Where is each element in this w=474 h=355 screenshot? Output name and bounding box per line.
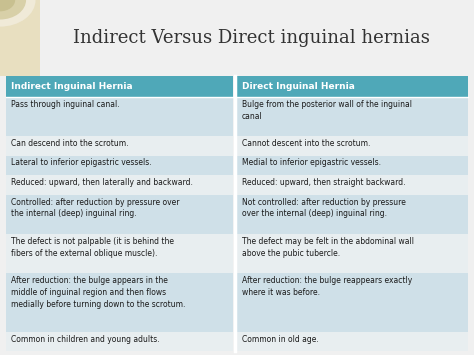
- Text: The defect is not palpable (it is behind the
fibers of the external oblique musc: The defect is not palpable (it is behind…: [11, 237, 174, 258]
- FancyBboxPatch shape: [236, 273, 468, 332]
- FancyBboxPatch shape: [6, 234, 233, 273]
- Text: Reduced: upward, then straight backward.: Reduced: upward, then straight backward.: [242, 178, 405, 187]
- Text: Not controlled: after reduction by pressure
over the internal (deep) inguinal ri: Not controlled: after reduction by press…: [242, 198, 406, 218]
- Wedge shape: [0, 0, 36, 27]
- FancyBboxPatch shape: [236, 155, 468, 175]
- FancyBboxPatch shape: [236, 97, 468, 136]
- Text: Controlled: after reduction by pressure over
the internal (deep) inguinal ring.: Controlled: after reduction by pressure …: [11, 198, 180, 218]
- FancyBboxPatch shape: [236, 195, 468, 234]
- Text: After reduction: the bulge appears in the
middle of inguinal region and then flo: After reduction: the bulge appears in th…: [11, 276, 186, 308]
- FancyBboxPatch shape: [6, 332, 233, 351]
- FancyBboxPatch shape: [236, 136, 468, 155]
- Text: Reduced: upward, then laterally and backward.: Reduced: upward, then laterally and back…: [11, 178, 193, 187]
- Text: Cannot descent into the scrotum.: Cannot descent into the scrotum.: [242, 139, 370, 148]
- FancyBboxPatch shape: [6, 175, 233, 195]
- Text: Direct Inguinal Hernia: Direct Inguinal Hernia: [242, 82, 355, 91]
- Wedge shape: [0, 0, 15, 11]
- Text: Pass through inguinal canal.: Pass through inguinal canal.: [11, 100, 120, 109]
- FancyBboxPatch shape: [236, 175, 468, 195]
- Text: Lateral to inferior epigastric vessels.: Lateral to inferior epigastric vessels.: [11, 158, 152, 168]
- FancyBboxPatch shape: [6, 273, 233, 332]
- Text: Bulge from the posterior wall of the inguinal
canal: Bulge from the posterior wall of the ing…: [242, 100, 412, 121]
- FancyBboxPatch shape: [236, 76, 468, 97]
- FancyBboxPatch shape: [0, 0, 40, 76]
- Text: Can descend into the scrotum.: Can descend into the scrotum.: [11, 139, 129, 148]
- Text: Common in children and young adults.: Common in children and young adults.: [11, 335, 160, 344]
- Text: Medial to inferior epigastric vessels.: Medial to inferior epigastric vessels.: [242, 158, 381, 168]
- FancyBboxPatch shape: [236, 234, 468, 273]
- Text: Indirect Inguinal Hernia: Indirect Inguinal Hernia: [11, 82, 133, 91]
- Text: Indirect Versus Direct inguinal hernias: Indirect Versus Direct inguinal hernias: [73, 29, 429, 47]
- FancyBboxPatch shape: [6, 195, 233, 234]
- Text: Common in old age.: Common in old age.: [242, 335, 319, 344]
- FancyBboxPatch shape: [6, 76, 233, 97]
- Wedge shape: [0, 0, 26, 20]
- FancyBboxPatch shape: [6, 136, 233, 155]
- FancyBboxPatch shape: [6, 97, 233, 136]
- Text: The defect may be felt in the abdominal wall
above the pubic tubercle.: The defect may be felt in the abdominal …: [242, 237, 414, 258]
- FancyBboxPatch shape: [6, 155, 233, 175]
- Text: After reduction: the bulge reappears exactly
where it was before.: After reduction: the bulge reappears exa…: [242, 276, 412, 297]
- FancyBboxPatch shape: [236, 332, 468, 351]
